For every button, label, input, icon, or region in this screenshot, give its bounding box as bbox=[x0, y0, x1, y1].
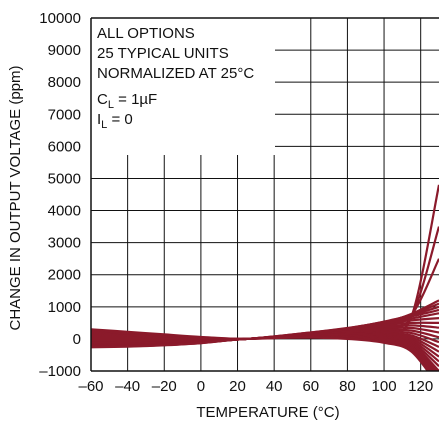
y-tick-label: 7000 bbox=[48, 106, 81, 123]
y-tick-label: 4000 bbox=[48, 203, 81, 220]
annotation-il-subscript: L bbox=[101, 119, 107, 131]
series-line bbox=[91, 336, 430, 371]
y-axis-label: CHANGE IN OUTPUT VOLTAGE (ppm) bbox=[7, 65, 24, 330]
annotation-line-1: ALL OPTIONS bbox=[97, 25, 195, 42]
y-tick-label: 3000 bbox=[48, 235, 81, 252]
annotation-line-4: CL = 1µF bbox=[97, 91, 157, 111]
annotation-cl-subscript: L bbox=[108, 99, 114, 111]
axes: –60 –40 –20 0 20 40 60 80 100 120 –1000 0 1000 2000 30… bbox=[39, 10, 439, 395]
y-tick-label: 8000 bbox=[48, 74, 81, 91]
annotation-text: ALL OPTIONS 25 TYPICAL UNITS NORMALIZED … bbox=[97, 25, 254, 131]
y-tick-label: 5000 bbox=[48, 170, 81, 187]
y-tick-label: 10000 bbox=[39, 10, 81, 27]
y-tick-label: 0 bbox=[73, 331, 81, 348]
annotation-line-3: NORMALIZED AT 25°C bbox=[97, 65, 254, 82]
annotation-cl-value: = 1µF bbox=[114, 91, 157, 108]
x-tick-label: 120 bbox=[408, 378, 433, 395]
y-tick-label: –1000 bbox=[39, 363, 81, 380]
annotation-box bbox=[91, 18, 275, 155]
annotation-cl-symbol: C bbox=[97, 91, 108, 108]
y-tick-label: 9000 bbox=[48, 42, 81, 59]
annotation-il-value: = 0 bbox=[107, 111, 132, 128]
x-tick-label: –40 bbox=[115, 378, 140, 395]
y-tick-label: 6000 bbox=[48, 138, 81, 155]
y-tick-label: 2000 bbox=[48, 267, 81, 284]
x-tick-label: 100 bbox=[372, 378, 397, 395]
x-tick-label: –60 bbox=[78, 378, 103, 395]
x-axis-label: TEMPERATURE (°C) bbox=[196, 404, 339, 421]
annotation-line-5: IL = 0 bbox=[97, 111, 133, 131]
x-tick-label: 40 bbox=[266, 378, 283, 395]
x-tick-label: 80 bbox=[339, 378, 356, 395]
x-tick-label: 20 bbox=[229, 378, 246, 395]
series-layer bbox=[91, 184, 439, 371]
x-tick-label: 0 bbox=[197, 378, 205, 395]
annotation-il-symbol: I bbox=[97, 111, 101, 128]
x-tick-label: 60 bbox=[302, 378, 319, 395]
y-tick-label: 1000 bbox=[48, 299, 81, 316]
x-tick-label: –20 bbox=[152, 378, 177, 395]
annotation-line-2: 25 TYPICAL UNITS bbox=[97, 45, 229, 62]
